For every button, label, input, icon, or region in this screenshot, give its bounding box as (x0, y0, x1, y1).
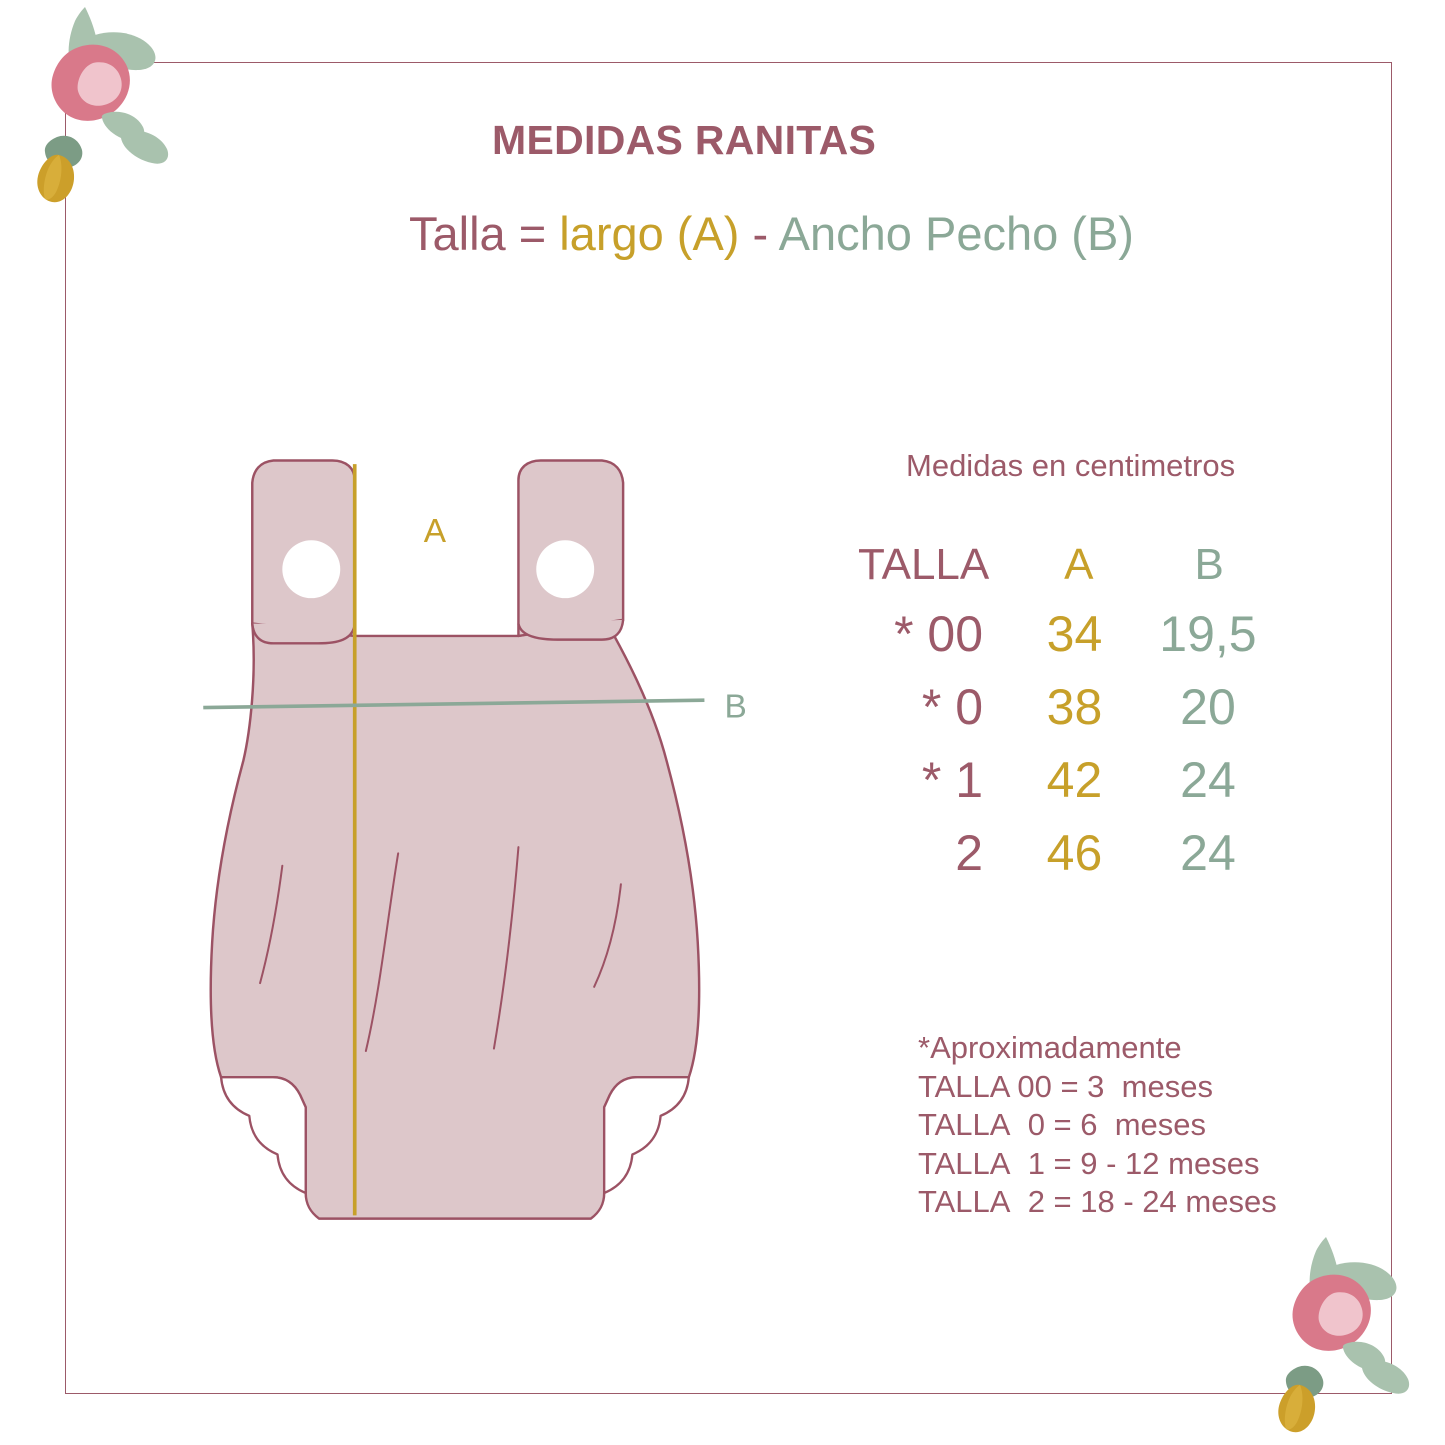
svg-text:A: A (424, 513, 447, 550)
svg-text:B: B (724, 688, 746, 725)
